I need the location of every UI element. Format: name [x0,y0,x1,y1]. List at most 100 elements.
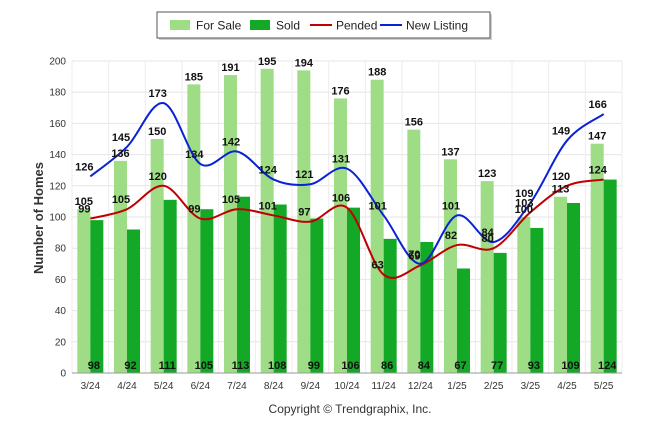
bar-for-sale [224,75,237,373]
label-for-sale: 137 [441,146,459,158]
label-pended: 106 [332,193,350,205]
label-sold: 67 [454,360,466,372]
bar-sold [530,227,544,373]
bar-for-sale [480,181,494,373]
label-new-listing: 166 [588,99,606,111]
bar-sold [237,196,250,373]
x-tick-label: 7/24 [227,381,247,392]
y-tick-label: 80 [55,244,67,255]
label-sold: 99 [308,360,320,372]
label-for-sale: 150 [148,126,166,138]
y-tick-label: 120 [49,181,66,192]
bar-for-sale [554,196,567,373]
x-tick-label: 6/24 [191,381,211,392]
label-pended: 124 [588,165,607,177]
legend-swatch-sold [250,20,270,30]
bar-for-sale [517,217,531,373]
label-new-listing: 134 [185,149,204,161]
label-new-listing: 126 [75,161,93,173]
label-pended: 69 [408,250,420,262]
label-sold: 105 [195,360,213,372]
label-pended: 101 [258,200,276,212]
bar-sold [273,204,287,373]
label-new-listing: 131 [332,154,350,166]
x-tick-label: 3/25 [521,381,541,392]
label-new-listing: 101 [442,200,460,212]
label-for-sale: 185 [185,71,203,83]
x-tick-label: 5/25 [594,381,614,392]
y-tick-label: 200 [49,57,66,68]
bar-sold [493,252,507,373]
x-tick-label: 4/24 [117,381,137,392]
label-sold: 92 [124,360,136,372]
lines-layer [89,102,605,279]
bar-sold [200,209,214,373]
label-for-sale: 156 [405,117,423,129]
legend-label: Sold [276,19,300,33]
bar-for-sale [260,68,274,374]
bar-sold [567,202,580,373]
bars-layer [77,68,617,374]
legend-label: Pended [336,19,377,33]
bar-sold [90,220,104,373]
y-tick-label: 180 [49,88,66,99]
label-pended: 97 [298,207,310,219]
label-sold: 77 [491,360,503,372]
label-for-sale: 191 [221,62,239,74]
y-tick-label: 40 [55,306,67,317]
bar-sold [347,207,360,373]
bar-sold [383,238,397,373]
label-for-sale: 188 [368,67,386,79]
label-for-sale: 113 [552,184,570,196]
label-sold: 106 [341,360,359,372]
bar-for-sale [334,98,347,373]
y-tick-label: 140 [49,150,66,161]
bar-for-sale [407,129,421,373]
label-pended: 99 [188,204,200,216]
x-tick-label: 9/24 [301,381,321,392]
y-tick-label: 20 [55,337,67,348]
y-tick-label: 0 [60,369,66,380]
x-tick-label: 8/24 [264,381,284,392]
legend-swatch-for-sale [170,20,190,30]
label-pended: 105 [222,194,240,206]
label-sold: 86 [381,360,393,372]
label-new-listing: 124 [258,165,277,177]
bar-sold [457,268,470,373]
label-new-listing: 121 [295,169,313,181]
x-tick-label: 3/24 [81,381,101,392]
label-sold: 109 [561,360,579,372]
bar-sold [163,199,177,373]
label-new-listing: 109 [515,188,533,200]
axes-layer: 0 20 40 60 80 100 120 140 160 180 200 3/24 4/24 5/24 6… [49,57,622,392]
bar-for-sale [370,79,384,373]
bar-for-sale [444,159,457,373]
bar-for-sale [150,139,164,373]
bar-sold [420,241,434,373]
label-new-listing: 101 [368,200,386,212]
y-tick-label: 60 [55,275,67,286]
label-pended: 80 [482,233,494,245]
bar-sold [603,179,617,373]
label-pended: 120 [148,171,166,183]
label-for-sale: 123 [478,168,496,180]
legend: For Sale Sold Pended New Listing [156,11,492,40]
bar-sold [310,218,324,373]
x-tick-label: 12/24 [408,381,433,392]
x-tick-label: 1/25 [447,381,467,392]
label-pended: 82 [445,230,457,242]
x-tick-label: 5/24 [154,381,174,392]
legend-label: New Listing [406,19,468,33]
legend-label: For Sale [196,19,242,33]
label-pended: 63 [372,260,384,272]
label-for-sale: 147 [588,131,606,143]
y-axis-label: Number of Homes [31,162,46,274]
label-sold: 108 [268,360,286,372]
label-sold: 84 [418,360,431,372]
label-new-listing: 145 [112,132,130,144]
copyright-text: Copyright © Trendgraphix, Inc. [269,402,432,416]
bar-sold [127,229,140,373]
